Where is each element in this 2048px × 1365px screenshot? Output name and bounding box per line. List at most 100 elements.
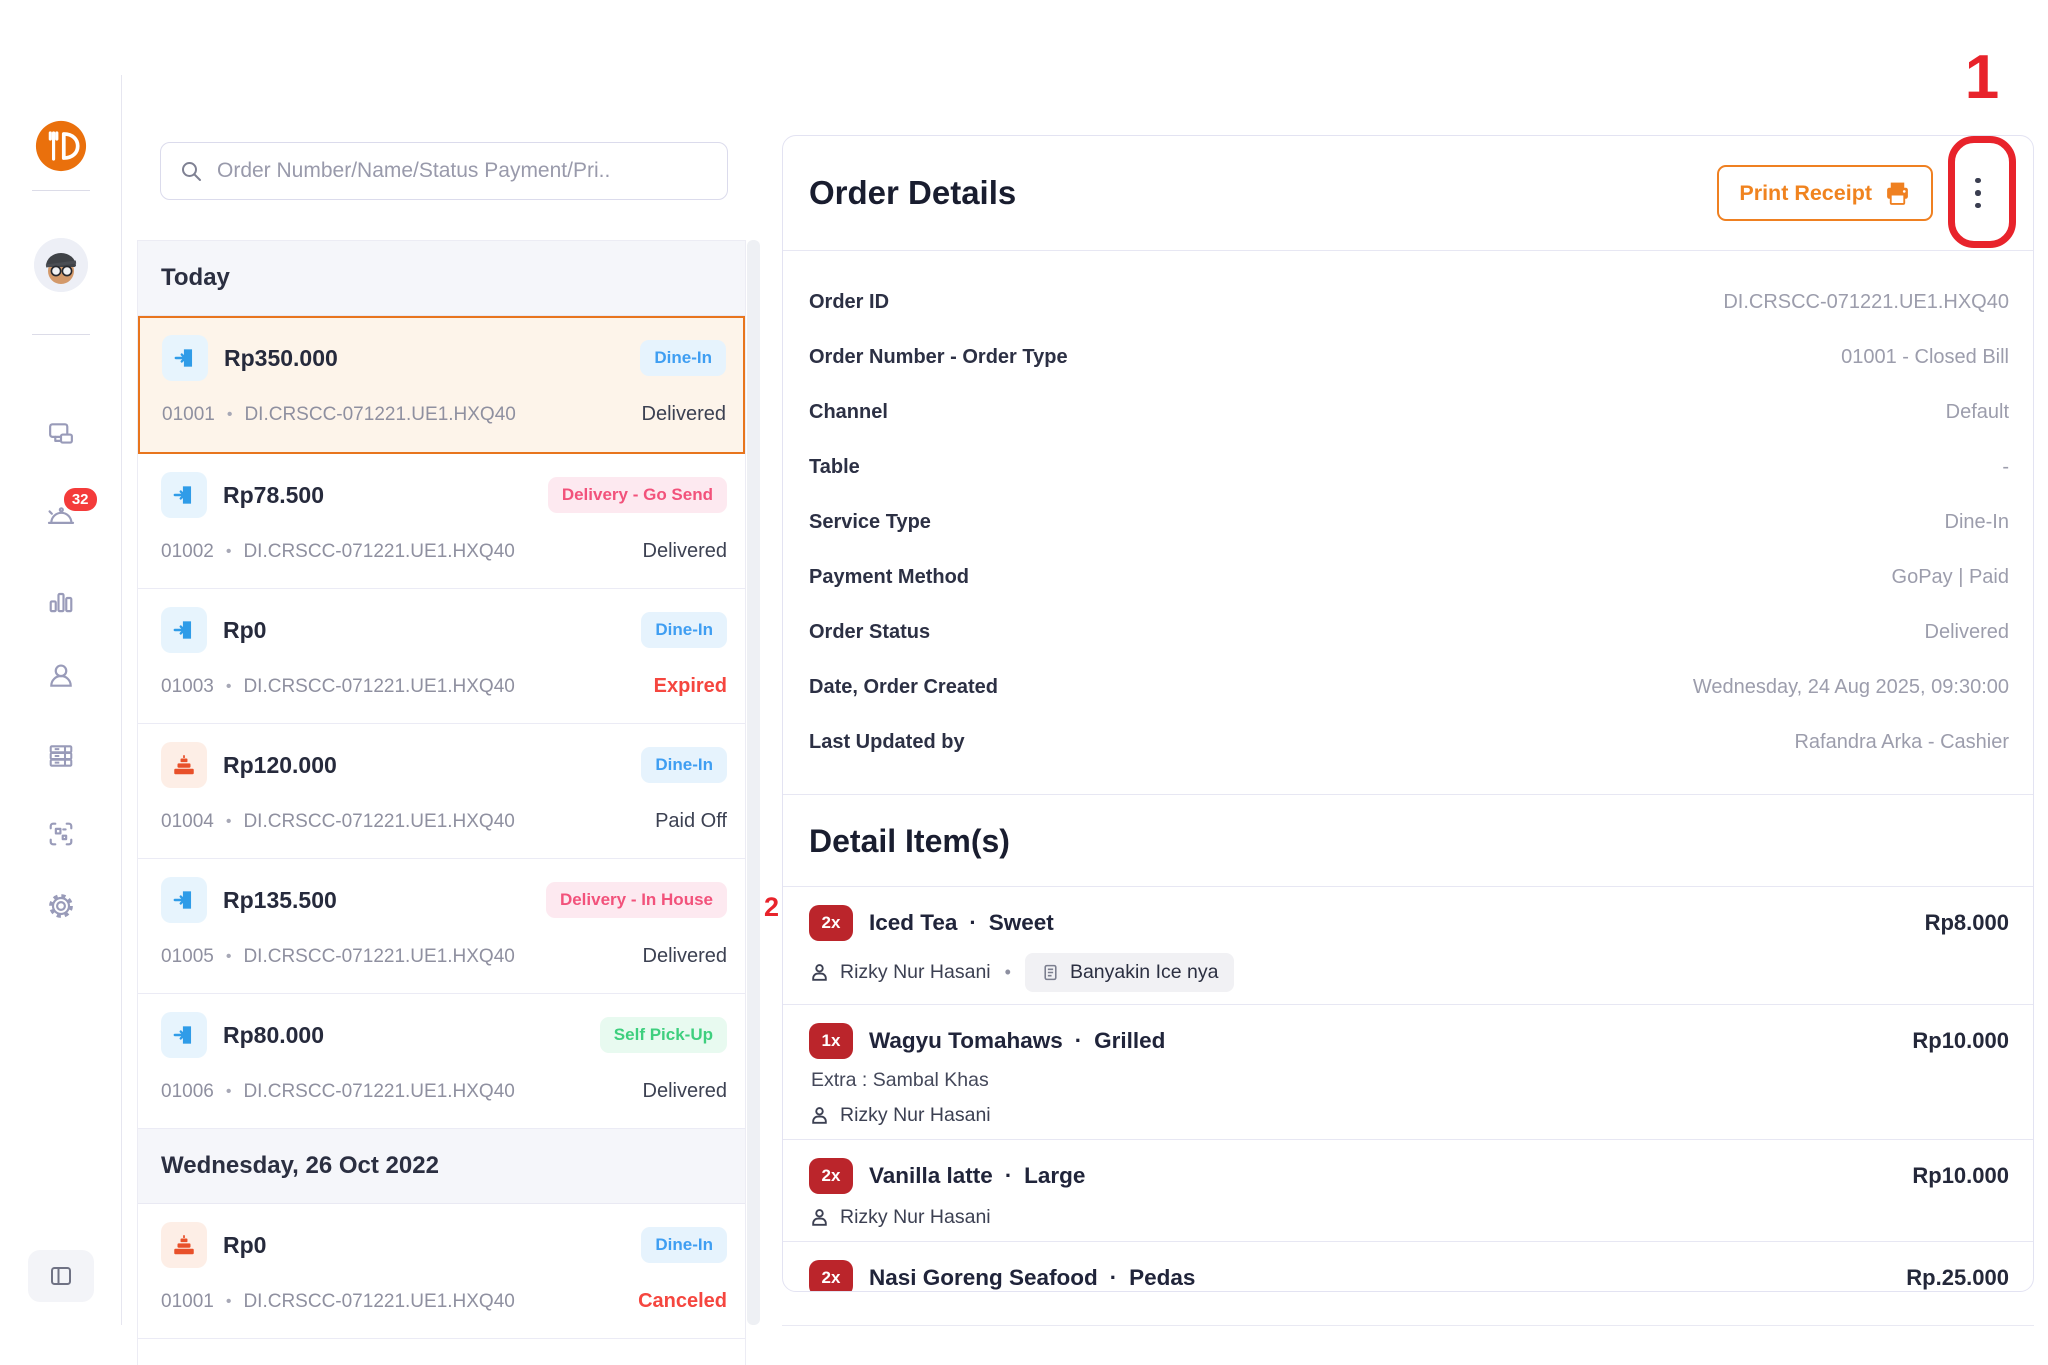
order-id: DI.CRSCC-071221.UE1.HXQ40 <box>243 1080 515 1102</box>
nav-rail: 32 <box>0 0 121 1365</box>
printer-icon <box>1887 182 1908 205</box>
sidebar-item-qr-scan[interactable] <box>45 818 77 850</box>
dot-separator <box>969 910 976 936</box>
customer-icon <box>812 1107 827 1124</box>
order-number: 01006 <box>161 1080 214 1102</box>
field-value: Dine-In <box>1944 511 2009 533</box>
order-card[interactable]: Rp0 Dine-In 01001 DI.CRSCC-071221.UE1.HX… <box>138 1204 745 1339</box>
sidebar-item-settings[interactable] <box>45 890 77 922</box>
annotation-marker-2: 2 <box>764 892 780 922</box>
field-value: DI.CRSCC-071221.UE1.HXQ40 <box>1723 291 2009 313</box>
service-type-badge: Dine-In <box>641 747 727 783</box>
order-field-row: Last Updated by Rafandra Arka - Cashier <box>809 715 2009 770</box>
customer-name: Rizky Nur Hasani <box>840 1104 991 1126</box>
user-avatar[interactable] <box>33 238 88 292</box>
cash-register-icon <box>161 742 207 788</box>
field-label: Service Type <box>809 511 931 533</box>
detail-item-row: 2x Nasi Goreng Seafood Pedas Rp.25.000 <box>783 1242 2033 1291</box>
order-number: 01002 <box>161 540 214 562</box>
group-label: Today <box>161 264 230 291</box>
order-amount: Rp350.000 <box>224 344 338 371</box>
kebab-menu-icon <box>1975 177 1981 184</box>
item-price: Rp10.000 <box>1912 1028 2009 1053</box>
item-name: Nasi Goreng Seafood <box>869 1265 1098 1290</box>
field-label: Order Status <box>809 621 931 643</box>
bullet-separator <box>226 1083 232 1101</box>
print-receipt-button[interactable]: Print Receipt <box>1717 165 1933 221</box>
order-status: Canceled <box>638 1290 727 1312</box>
list-scrollbar[interactable] <box>747 240 760 1325</box>
group-label: Wednesday, 26 Oct 2022 <box>161 1152 439 1179</box>
order-field-row: Order ID DI.CRSCC-071221.UE1.HXQ40 <box>809 275 2009 330</box>
detail-item-row: 2x Iced Tea Sweet Rp8.000 Rizky Nur Hasa… <box>783 887 2033 1005</box>
order-fields: Order ID DI.CRSCC-071221.UE1.HXQ40 Order… <box>783 251 2033 795</box>
field-label: Order Number - Order Type <box>809 346 1068 368</box>
closed-bill-icon <box>161 1012 207 1058</box>
bullet-separator <box>226 1293 232 1311</box>
order-number: 01001 <box>162 403 215 425</box>
field-value: Default <box>1945 401 2009 423</box>
quantity-badge: 2x <box>809 1158 853 1194</box>
detail-item-row: 2x Vanilla latte Large Rp10.000 Rizky Nu… <box>783 1140 2033 1242</box>
bullet-separator <box>226 948 232 966</box>
order-card[interactable]: Rp0 Dine-In 01003 DI.CRSCC-071221.UE1.HX… <box>138 589 745 724</box>
customer-name: Rizky Nur Hasani <box>840 961 991 983</box>
brand-logo-icon <box>35 120 87 177</box>
order-date-group-header: Wednesday, 26 Oct 2022 <box>138 1129 745 1204</box>
item-variant: Pedas <box>1129 1265 1196 1290</box>
quantity-badge: 2x <box>809 905 853 941</box>
page-title: Order Details <box>809 174 1017 211</box>
field-label: Last Updated by <box>809 731 965 753</box>
customer-icon <box>812 1209 827 1226</box>
reports-chart-icon <box>49 592 72 613</box>
order-card[interactable]: Rp78.500 Delivery - Go Send 01002 DI.CRS… <box>138 454 745 589</box>
field-value: 01001 - Closed Bill <box>1841 346 2009 368</box>
avatar-image <box>33 238 88 292</box>
qr-scan-icon <box>49 822 72 846</box>
sidebar-item-reports[interactable] <box>45 586 77 618</box>
order-status: Expired <box>653 675 727 697</box>
order-card[interactable]: Rp80.000 Self Pick-Up 01006 DI.CRSCC-071… <box>138 994 745 1129</box>
order-card[interactable]: Rp350.000 Dine-In 01001 DI.CRSCC-071221.… <box>138 316 745 454</box>
print-receipt-label: Print Receipt <box>1739 180 1872 205</box>
order-id: DI.CRSCC-071221.UE1.HXQ40 <box>243 810 515 832</box>
order-id: DI.CRSCC-071221.UE1.HXQ40 <box>243 540 515 562</box>
order-number: 01001 <box>161 1290 214 1312</box>
order-id: DI.CRSCC-071221.UE1.HXQ40 <box>243 1290 515 1312</box>
sidebar-item-pos-terminal[interactable] <box>45 418 77 450</box>
order-field-row: Order Number - Order Type 01001 - Closed… <box>809 330 2009 385</box>
annotation-marker-1: 1 <box>1964 43 2000 112</box>
pos-terminal-icon <box>48 423 73 444</box>
customer-icon <box>812 964 827 981</box>
sidebar-item-orders[interactable]: 32 <box>45 488 97 532</box>
rail-divider <box>31 190 90 191</box>
item-note-text: Banyakin Ice nya <box>1069 961 1219 983</box>
closed-bill-icon <box>161 877 207 923</box>
order-number: 01003 <box>161 675 214 697</box>
order-amount: Rp120.000 <box>223 751 337 778</box>
field-label: Order ID <box>809 291 890 313</box>
order-status: Delivered <box>642 540 727 562</box>
order-card[interactable]: Rp120.000 Dine-In 01004 DI.CRSCC-071221.… <box>138 724 745 859</box>
service-type-badge: Dine-In <box>641 1227 727 1263</box>
collapse-sidebar-button[interactable] <box>27 1250 94 1302</box>
service-type-badge: Self Pick-Up <box>599 1017 727 1053</box>
more-options-button[interactable] <box>1947 150 2009 236</box>
dot-separator <box>1005 1163 1012 1189</box>
order-field-row: Table - <box>809 440 2009 495</box>
bullet-separator <box>226 813 232 831</box>
sidebar-item-customers[interactable] <box>45 660 77 692</box>
item-price: Rp10.000 <box>1912 1163 2009 1188</box>
annotation-highlight-box <box>1948 136 2016 248</box>
field-label: Channel <box>809 401 888 423</box>
order-card[interactable]: Rp135.500 Delivery - In House 01005 DI.C… <box>138 859 745 994</box>
order-field-row: Date, Order Created Wednesday, 24 Aug 20… <box>809 660 2009 715</box>
bullet-separator <box>1005 962 1011 983</box>
sidebar-item-inventory[interactable] <box>45 740 77 772</box>
field-value: GoPay | Paid <box>1891 566 2009 588</box>
item-price: Rp8.000 <box>1924 910 2009 935</box>
note-icon <box>1044 964 1057 981</box>
field-label: Table <box>809 456 860 478</box>
item-variant: Large <box>1024 1163 1086 1188</box>
search-input[interactable] <box>217 159 727 183</box>
